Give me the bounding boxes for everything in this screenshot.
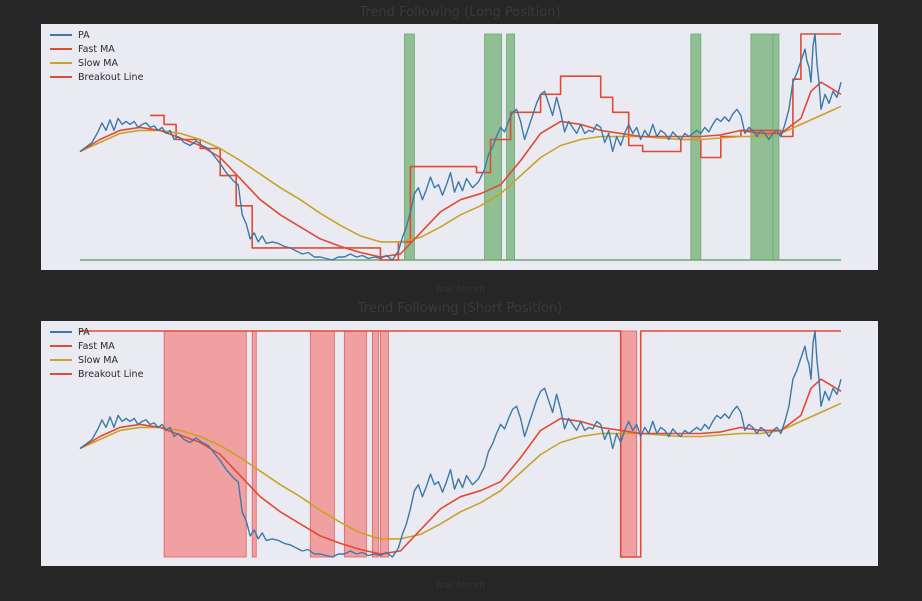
shaded-region: [506, 33, 515, 261]
legend-label-slow-ma: Slow MA: [78, 355, 118, 366]
legend: PA Fast MA Slow MA Breakout Line: [50, 30, 144, 83]
series-lines: [79, 330, 842, 558]
series-line-fast-ma: [79, 378, 842, 555]
shaded-region: [690, 33, 702, 261]
shaded-regions: [80, 33, 841, 261]
shaded-region: [309, 330, 335, 558]
series-line-slow-ma: [79, 105, 842, 243]
legend-label-pa: PA: [78, 327, 90, 338]
x-axis-label: Year-Month: [434, 581, 485, 591]
series-lines: [79, 33, 842, 261]
shaded-region: [379, 330, 389, 558]
shaded-region: [251, 330, 257, 558]
chart-title: Trend Following (Short Position): [357, 301, 563, 316]
shaded-region: [343, 330, 367, 558]
legend-label-pa: PA: [78, 30, 90, 41]
legend-label-fast-ma: Fast MA: [78, 341, 115, 352]
series-line-pa: [79, 33, 842, 261]
shaded-region: [371, 330, 379, 558]
shaded-region: [620, 330, 638, 558]
plot-area: [41, 24, 878, 270]
series-line-slow-ma: [79, 402, 842, 540]
legend-label-breakout-line: Breakout Line: [78, 72, 144, 83]
legend-label-fast-ma: Fast MA: [78, 44, 115, 55]
series-line-breakout-line: [80, 330, 841, 558]
legend-label-slow-ma: Slow MA: [78, 58, 118, 69]
x-axis-label: Year-Month: [434, 285, 485, 295]
legend-label-breakout-line: Breakout Line: [78, 369, 144, 380]
short-position-chart: Trend Following (Short Position) Year-Mo…: [41, 301, 878, 591]
shaded-region: [750, 33, 774, 261]
legend: PA Fast MA Slow MA Breakout Line: [50, 327, 144, 380]
series-line-fast-ma: [79, 81, 842, 258]
chart-title: Trend Following (Long Position): [358, 5, 560, 20]
long-position-chart: Trend Following (Long Position) Year-Mon…: [41, 5, 878, 295]
shaded-region: [772, 33, 780, 261]
series-line-pa: [79, 330, 842, 558]
